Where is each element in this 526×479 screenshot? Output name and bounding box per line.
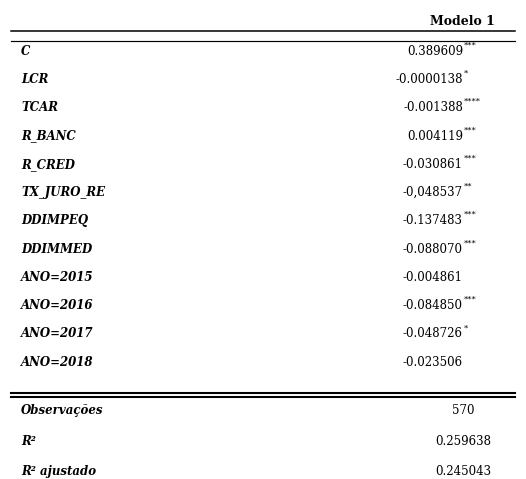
- Text: 0.004119: 0.004119: [407, 129, 463, 143]
- Text: -0.084850: -0.084850: [403, 299, 463, 312]
- Text: ***: ***: [463, 155, 476, 162]
- Text: 570: 570: [452, 404, 474, 417]
- Text: ****: ****: [463, 98, 480, 106]
- Text: TCAR: TCAR: [21, 101, 58, 114]
- Text: C: C: [21, 45, 31, 58]
- Text: ANO=2017: ANO=2017: [21, 327, 94, 341]
- Text: -0.030861: -0.030861: [403, 158, 463, 171]
- Text: ***: ***: [463, 296, 476, 304]
- Text: Observações: Observações: [21, 404, 104, 417]
- Text: 0.245043: 0.245043: [435, 465, 491, 478]
- Text: R²: R²: [21, 434, 36, 447]
- Text: ***: ***: [463, 240, 476, 247]
- Text: 0.259638: 0.259638: [435, 434, 491, 447]
- Text: TX_JURO_RE: TX_JURO_RE: [21, 186, 105, 199]
- Text: R² ajustado: R² ajustado: [21, 465, 96, 478]
- Text: *: *: [463, 324, 468, 332]
- Text: LCR: LCR: [21, 73, 48, 86]
- Text: R_CRED: R_CRED: [21, 158, 75, 171]
- Text: Modelo 1: Modelo 1: [430, 15, 495, 28]
- Text: ANO=2015: ANO=2015: [21, 271, 94, 284]
- Text: **: **: [463, 183, 472, 191]
- Text: -0.137483: -0.137483: [403, 214, 463, 228]
- Text: -0.023506: -0.023506: [403, 355, 463, 369]
- Text: -0.0000138: -0.0000138: [396, 73, 463, 86]
- Text: ***: ***: [463, 211, 476, 219]
- Text: DDIMPEQ: DDIMPEQ: [21, 214, 88, 228]
- Text: -0.004861: -0.004861: [403, 271, 463, 284]
- Text: -0,048537: -0,048537: [403, 186, 463, 199]
- Text: ***: ***: [463, 126, 476, 134]
- Text: 0.389609: 0.389609: [407, 45, 463, 58]
- Text: ANO=2016: ANO=2016: [21, 299, 94, 312]
- Text: -0.048726: -0.048726: [403, 327, 463, 341]
- Text: ANO=2018: ANO=2018: [21, 355, 94, 369]
- Text: -0.088070: -0.088070: [403, 242, 463, 256]
- Text: *: *: [463, 70, 468, 78]
- Text: DDIMMED: DDIMMED: [21, 242, 92, 256]
- Text: R_BANC: R_BANC: [21, 129, 76, 143]
- Text: -0.001388: -0.001388: [403, 101, 463, 114]
- Text: ***: ***: [463, 42, 476, 49]
